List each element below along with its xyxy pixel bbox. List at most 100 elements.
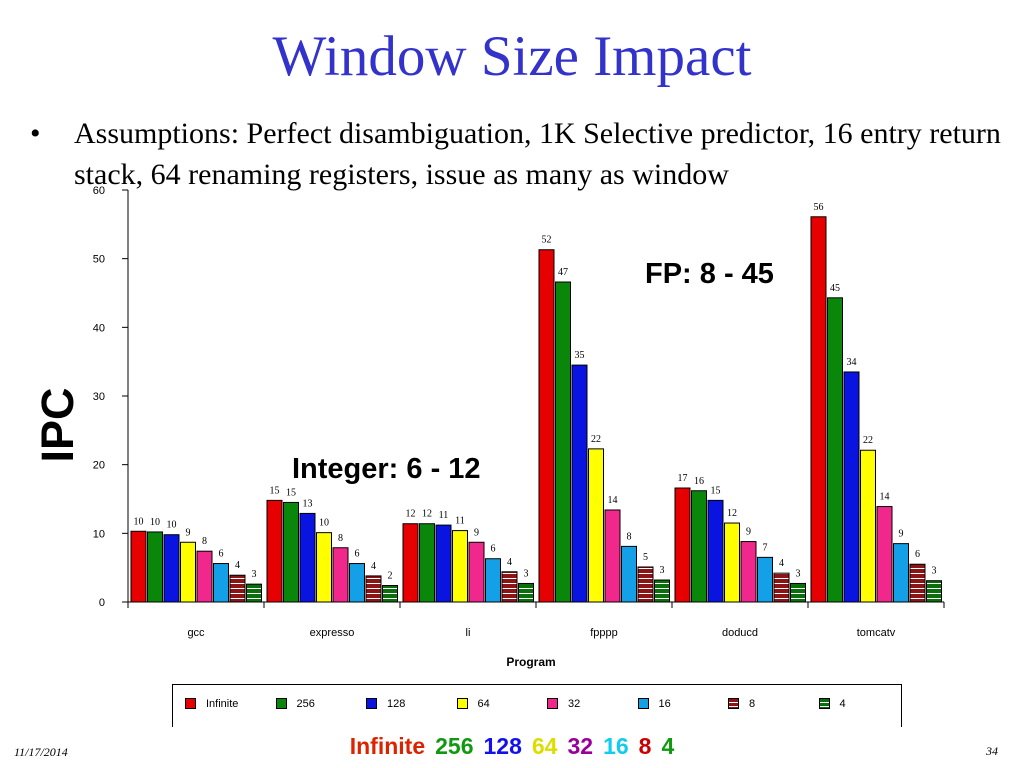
- page-number: 34: [986, 744, 998, 758]
- value-label: 52: [542, 235, 552, 246]
- value-label: 15: [286, 487, 296, 498]
- bar-doducd-128: [707, 499, 724, 603]
- value-label: 4: [371, 561, 376, 572]
- bar-gcc-32: [196, 550, 213, 603]
- value-label: 4: [779, 558, 784, 569]
- legend-label: 16: [658, 698, 671, 710]
- bar-li-64: [452, 530, 468, 603]
- value-label: 12: [422, 509, 432, 520]
- color-key-item: Infinite: [349, 733, 426, 759]
- bar-gcc-4: [246, 583, 262, 603]
- value-label: 8: [338, 533, 343, 544]
- x-category-label: expresso: [310, 627, 355, 639]
- legend-swatch: [547, 698, 558, 709]
- bar-li-4: [518, 582, 534, 603]
- y-tick-label: 30: [93, 391, 105, 403]
- color-key-item: 128: [483, 733, 522, 759]
- y-tick-label: 0: [99, 597, 105, 609]
- bullet-text: Assumptions: Perfect disambiguation, 1K …: [74, 117, 1001, 191]
- color-key-item: 256: [435, 733, 474, 759]
- bar-tomcatv-16: [893, 543, 909, 603]
- legend-swatch: [366, 698, 377, 709]
- bar-doducd-4: [790, 582, 806, 603]
- value-label: 9: [899, 529, 904, 540]
- y-tick-label: 50: [93, 254, 105, 266]
- value-label: 10: [150, 517, 160, 528]
- legend-swatch: [637, 698, 649, 709]
- legend-label: 4: [839, 698, 846, 710]
- bar-fpppp-16: [621, 545, 637, 603]
- bar-expresso-4: [382, 585, 398, 603]
- integer-range-annotation: Integer: 6 - 12: [292, 453, 481, 485]
- value-label: 22: [863, 435, 873, 446]
- bar-fpppp-4: [654, 579, 670, 603]
- value-label: 4: [507, 557, 512, 568]
- value-label: 17: [678, 473, 688, 484]
- value-label: 7: [763, 542, 768, 553]
- value-label: 4: [235, 560, 240, 571]
- color-key-item: 8: [638, 733, 652, 759]
- value-label: 9: [474, 527, 479, 538]
- color-key: Infinite 256 128 64 32 16 8 4: [0, 733, 1024, 760]
- bar-fpppp-8: [637, 566, 654, 603]
- bar-li-128: [435, 524, 452, 603]
- bar-tomcatv-4: [926, 580, 942, 603]
- value-label: 11: [439, 510, 449, 521]
- legend-label: 128: [387, 698, 406, 710]
- bar-expresso-256: [283, 501, 299, 603]
- bar-tomcatv-64: [860, 449, 876, 603]
- x-category-label: gcc: [187, 627, 205, 639]
- value-label: 15: [711, 485, 721, 496]
- bar-gcc-128: [163, 534, 180, 603]
- bar-gcc-Infinite: [130, 530, 147, 603]
- x-category-label: doducd: [722, 627, 758, 639]
- value-label: 6: [491, 544, 496, 555]
- bar-li-32: [468, 541, 485, 603]
- x-category-label: tomcatv: [857, 627, 896, 639]
- value-label: 3: [660, 565, 665, 576]
- bar-fpppp-256: [555, 281, 571, 603]
- footer-date: 11/17/2014: [14, 745, 68, 759]
- value-label: 12: [406, 509, 416, 520]
- value-label: 35: [575, 350, 585, 361]
- bar-doducd-64: [724, 522, 740, 603]
- value-label: 8: [202, 536, 207, 547]
- x-category-label: fpppp: [590, 627, 618, 639]
- bar-gcc-256: [147, 531, 163, 603]
- slide-title: Window Size Impact: [272, 25, 752, 88]
- legend-label: 64: [477, 698, 490, 710]
- bar-doducd-Infinite: [674, 487, 691, 603]
- value-label: 47: [558, 267, 568, 278]
- color-key-item: 4: [661, 733, 675, 759]
- legend-label: 256: [296, 698, 315, 710]
- y-tick-label: 40: [93, 322, 105, 334]
- bar-fpppp-Infinite: [538, 249, 555, 603]
- bar-li-16: [485, 558, 501, 603]
- value-label: 3: [524, 568, 529, 579]
- value-label: 10: [134, 516, 144, 527]
- bar-expresso-64: [316, 532, 332, 603]
- bar-doducd-8: [773, 572, 790, 603]
- legend-label: 32: [568, 698, 581, 710]
- bar-doducd-32: [740, 541, 757, 603]
- value-label: 45: [830, 283, 840, 294]
- value-label: 3: [796, 568, 801, 579]
- bar-tomcatv-256: [827, 297, 843, 603]
- value-label: 5: [643, 552, 648, 563]
- bar-expresso-Infinite: [266, 499, 283, 603]
- y-tick-label: 60: [93, 185, 105, 197]
- legend-swatch: [456, 698, 468, 709]
- bar-expresso-32: [332, 547, 349, 603]
- value-label: 22: [591, 434, 601, 445]
- value-label: 6: [915, 549, 920, 560]
- bar-li-Infinite: [402, 523, 419, 603]
- value-label: 12: [727, 508, 737, 519]
- value-label: 14: [608, 495, 618, 506]
- bar-tomcatv-128: [843, 371, 860, 603]
- y-tick-label: 10: [93, 528, 105, 540]
- bar-fpppp-128: [571, 364, 588, 603]
- legend-swatch: [185, 698, 196, 709]
- value-label: 15: [270, 485, 280, 496]
- legend-swatch: [818, 698, 830, 709]
- bar-doducd-16: [757, 556, 773, 603]
